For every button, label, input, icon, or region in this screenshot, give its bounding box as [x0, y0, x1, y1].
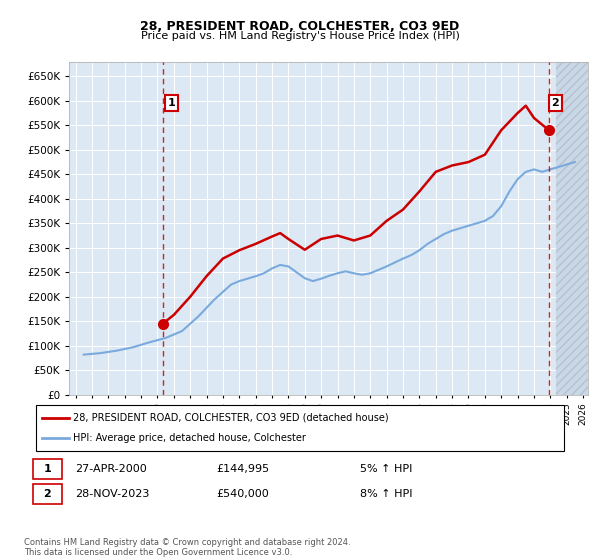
Bar [556, 62, 588, 395]
Text: HPI: Average price, detached house, Colchester: HPI: Average price, detached house, Colc… [73, 433, 306, 443]
Text: Contains HM Land Registry data © Crown copyright and database right 2024.
This d: Contains HM Land Registry data © Crown c… [24, 538, 350, 557]
Text: 2: 2 [551, 98, 559, 108]
Text: £144,995: £144,995 [216, 464, 269, 474]
Text: 2: 2 [44, 489, 51, 499]
Text: 27-APR-2000: 27-APR-2000 [75, 464, 147, 474]
Text: 5% ↑ HPI: 5% ↑ HPI [360, 464, 412, 474]
Text: 1: 1 [167, 98, 175, 108]
Text: Price paid vs. HM Land Registry's House Price Index (HPI): Price paid vs. HM Land Registry's House … [140, 31, 460, 41]
Text: 28, PRESIDENT ROAD, COLCHESTER, CO3 9ED (detached house): 28, PRESIDENT ROAD, COLCHESTER, CO3 9ED … [73, 413, 389, 423]
Bar [556, 62, 588, 395]
Text: 8% ↑ HPI: 8% ↑ HPI [360, 489, 413, 499]
Text: 1: 1 [44, 464, 51, 474]
Text: 28-NOV-2023: 28-NOV-2023 [75, 489, 149, 499]
Text: £540,000: £540,000 [216, 489, 269, 499]
Text: 28, PRESIDENT ROAD, COLCHESTER, CO3 9ED: 28, PRESIDENT ROAD, COLCHESTER, CO3 9ED [140, 20, 460, 32]
